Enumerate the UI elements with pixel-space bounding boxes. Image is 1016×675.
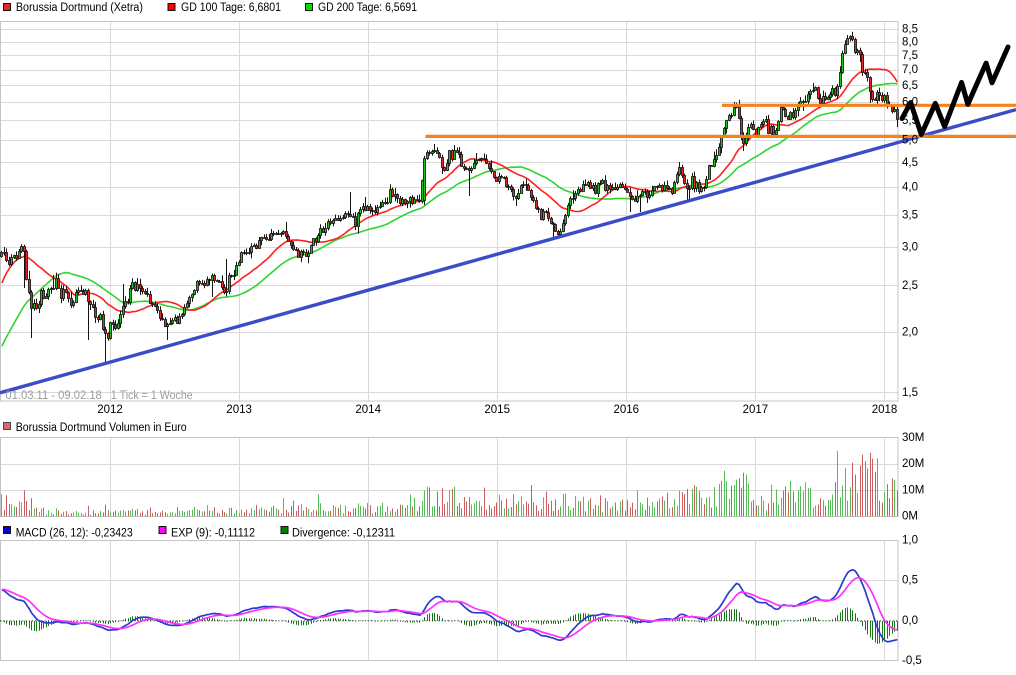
svg-text:GD 200 Tage: 6,5691: GD 200 Tage: 6,5691	[318, 2, 417, 14]
svg-text:EXP (9): -0,11112: EXP (9): -0,11112	[171, 527, 255, 539]
svg-text:8,0: 8,0	[902, 36, 918, 48]
svg-text:2018: 2018	[872, 404, 898, 416]
svg-text:2,5: 2,5	[902, 280, 918, 292]
svg-text:4,0: 4,0	[902, 182, 918, 194]
svg-text:2017: 2017	[743, 404, 769, 416]
svg-text:7,5: 7,5	[902, 50, 918, 62]
svg-text:10M: 10M	[902, 484, 924, 496]
svg-text:Borussia Dortmund (Xetra): Borussia Dortmund (Xetra)	[16, 2, 143, 14]
svg-text:3,5: 3,5	[902, 209, 918, 221]
svg-text:2014: 2014	[355, 404, 381, 416]
svg-text:2013: 2013	[226, 404, 252, 416]
svg-text:8,5: 8,5	[902, 24, 918, 36]
svg-text:6,5: 6,5	[902, 80, 918, 92]
svg-text:30M: 30M	[902, 432, 924, 444]
svg-text:MACD (26, 12): -0,23423: MACD (26, 12): -0,23423	[16, 527, 133, 539]
svg-text:2,0: 2,0	[902, 327, 918, 339]
svg-text:0,0: 0,0	[902, 615, 918, 627]
svg-text:Divergence: -0,12311: Divergence: -0,12311	[292, 527, 395, 539]
svg-text:5,5: 5,5	[902, 115, 918, 127]
svg-text:GD 100 Tage: 6,6801: GD 100 Tage: 6,6801	[181, 2, 281, 14]
svg-text:0,5: 0,5	[902, 575, 918, 587]
svg-text:2012: 2012	[97, 404, 123, 416]
svg-text:6,0: 6,0	[902, 97, 918, 109]
svg-text:2015: 2015	[484, 404, 510, 416]
svg-text:4,5: 4,5	[902, 157, 918, 169]
svg-text:1 Tick = 1 Woche: 1 Tick = 1 Woche	[111, 390, 193, 402]
svg-text:2016: 2016	[614, 404, 640, 416]
svg-text:3,0: 3,0	[902, 242, 918, 254]
svg-text:0M: 0M	[902, 511, 918, 523]
svg-text:20M: 20M	[902, 458, 924, 470]
svg-text:Borussia Dortmund Volumen in E: Borussia Dortmund Volumen in Euro	[16, 422, 187, 434]
svg-text:7,0: 7,0	[902, 64, 918, 76]
svg-text:1,5: 1,5	[902, 387, 918, 399]
svg-text:1,0: 1,0	[902, 534, 918, 546]
svg-text:5,0: 5,0	[902, 135, 918, 147]
svg-text:01.03.11 - 09.02.18: 01.03.11 - 09.02.18	[5, 390, 101, 402]
svg-text:-0,5: -0,5	[902, 655, 922, 667]
